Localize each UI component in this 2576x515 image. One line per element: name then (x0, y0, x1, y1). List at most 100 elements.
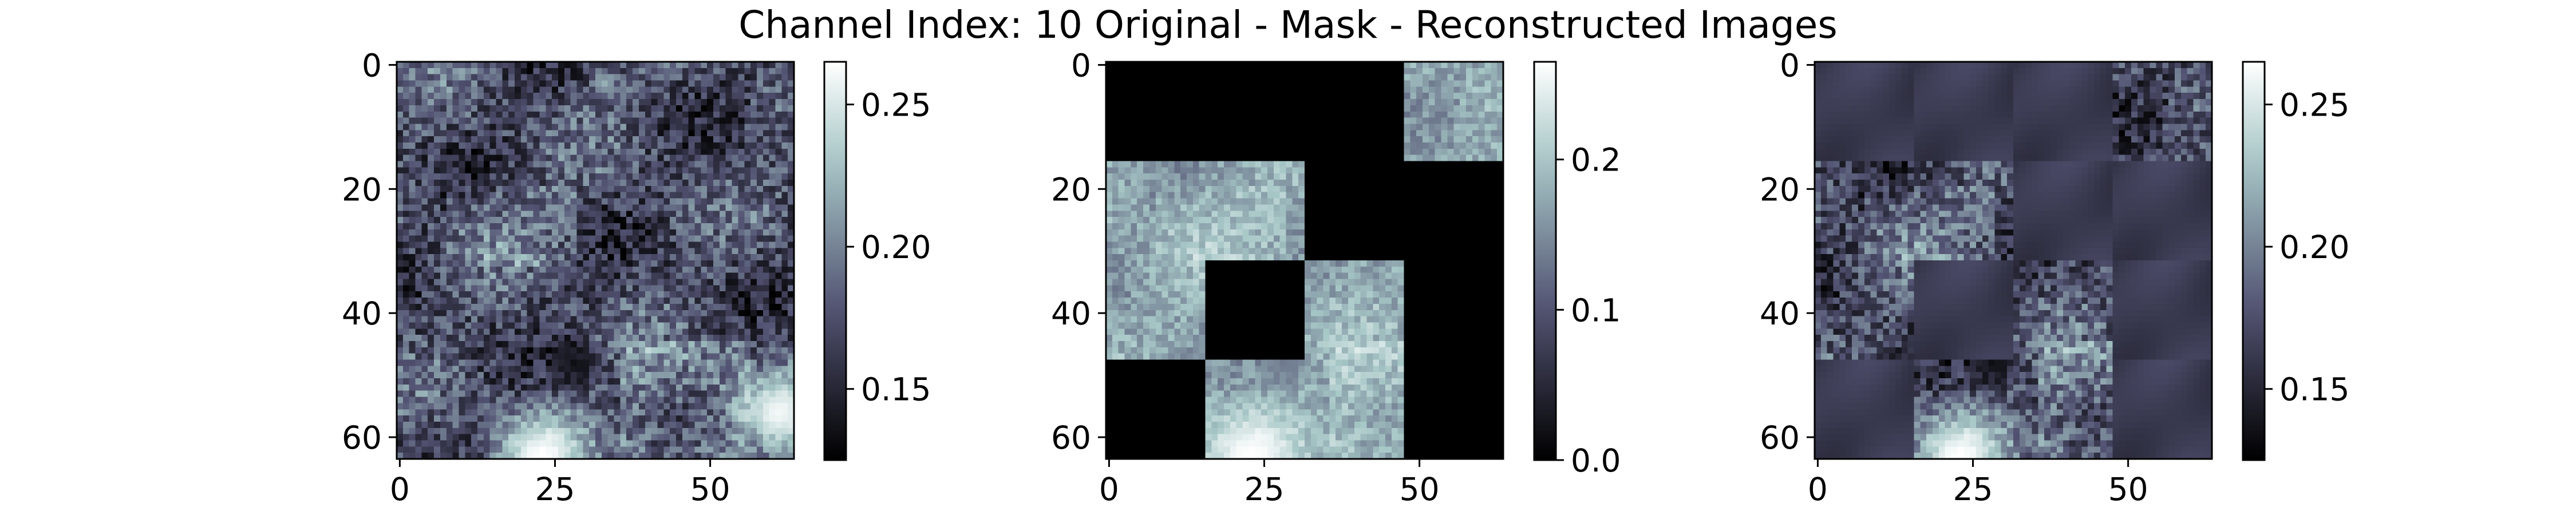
heatmap-cell (576, 148, 583, 156)
heatmap-cell (1348, 117, 1355, 125)
heatmap-cell (707, 154, 714, 162)
heatmap-cell (620, 74, 627, 81)
heatmap-cell (781, 254, 788, 261)
heatmap-cell (552, 192, 559, 199)
heatmap-cell (645, 111, 652, 118)
heatmap-cell (707, 74, 714, 81)
heatmap-cell (651, 117, 658, 125)
heatmap-cell (713, 124, 720, 130)
heatmap-cell (756, 285, 764, 292)
heatmap-cell (1435, 111, 1442, 118)
heatmap-cell (744, 446, 751, 453)
heatmap-cell (471, 130, 478, 137)
heatmap-cell (508, 409, 515, 416)
heatmap-cell (576, 117, 583, 125)
heatmap-cell (719, 204, 726, 211)
heatmap-cell (713, 310, 720, 317)
heatmap-cell (434, 74, 441, 81)
heatmap-cell (762, 285, 770, 292)
heatmap-cell (675, 285, 683, 292)
heatmap-cell (1137, 105, 1144, 112)
heatmap-cell (682, 62, 689, 69)
heatmap-cell (452, 117, 460, 125)
heatmap-cell (732, 340, 738, 348)
heatmap-cell (564, 254, 571, 261)
heatmap-cell (409, 328, 416, 335)
heatmap-cell (440, 397, 447, 403)
heatmap-cell (515, 260, 521, 267)
heatmap-cell (645, 291, 652, 298)
heatmap-cell (682, 211, 689, 217)
heatmap-cell (707, 272, 714, 280)
heatmap-cell (638, 415, 646, 422)
heatmap-cell (682, 117, 689, 125)
heatmap-cell (1484, 117, 1491, 125)
heatmap-cell (434, 285, 441, 292)
heatmap-cell (713, 335, 720, 342)
heatmap-cell (675, 86, 683, 93)
heatmap-cell (614, 99, 621, 106)
heatmap-cell (477, 111, 484, 118)
heatmap-cell (645, 93, 652, 100)
heatmap-cell (434, 359, 441, 366)
heatmap-cell (781, 241, 788, 248)
heatmap-cell (663, 347, 670, 354)
heatmap-cell (533, 173, 540, 180)
heatmap-cell (788, 241, 795, 248)
heatmap-cell (570, 185, 578, 193)
heatmap-cell (546, 266, 552, 274)
heatmap-cell (651, 204, 658, 211)
heatmap-cell (633, 198, 639, 205)
heatmap-cell (1218, 105, 1224, 112)
heatmap-cell (533, 303, 540, 311)
heatmap-cell (744, 298, 751, 304)
heatmap-cell (1478, 117, 1485, 125)
heatmap-cell (1397, 99, 1405, 106)
heatmap-cell (682, 241, 689, 248)
heatmap-cell (434, 99, 441, 106)
heatmap-cell (651, 403, 658, 410)
heatmap-cell (409, 86, 416, 93)
heatmap-cell (1224, 80, 1231, 87)
heatmap-cell (428, 272, 434, 280)
heatmap-cell (620, 303, 627, 311)
heatmap-cell (552, 415, 559, 422)
heatmap-cell (626, 217, 633, 224)
heatmap-cell (496, 229, 503, 236)
heatmap-cell (428, 322, 434, 329)
heatmap-cell (1261, 117, 1268, 125)
heatmap-cell (675, 403, 683, 410)
heatmap-cell (750, 211, 757, 217)
heatmap-cell (446, 93, 453, 100)
heatmap-cell (788, 285, 795, 292)
heatmap-cell (732, 136, 738, 143)
heatmap-cell (483, 241, 491, 248)
heatmap-cell (533, 99, 540, 106)
heatmap-cell (421, 260, 428, 267)
heatmap-cell (465, 409, 472, 416)
heatmap-cell (496, 260, 503, 267)
heatmap-cell (1497, 86, 1504, 93)
heatmap-cell (1305, 93, 1311, 100)
heatmap-cell (769, 204, 776, 211)
heatmap-cell (483, 74, 491, 81)
heatmap-cell (446, 124, 453, 130)
heatmap-cell (1404, 136, 1411, 143)
heatmap-cell (1205, 117, 1212, 125)
heatmap-cell (483, 403, 491, 410)
heatmap-cell (589, 291, 596, 298)
heatmap-cell (607, 111, 615, 118)
heatmap-cell (546, 124, 552, 130)
heatmap-cell (415, 167, 422, 174)
heatmap-cell (1366, 93, 1373, 100)
heatmap-cell (508, 217, 515, 224)
heatmap-cell (769, 279, 776, 286)
heatmap-cell (688, 372, 696, 379)
heatmap-cell (483, 235, 491, 243)
heatmap-cell (570, 93, 578, 100)
heatmap-cell (607, 86, 615, 93)
heatmap-cell (583, 298, 590, 304)
heatmap-cell (428, 285, 434, 292)
heatmap-cell (657, 335, 664, 342)
heatmap-cell (421, 130, 428, 137)
